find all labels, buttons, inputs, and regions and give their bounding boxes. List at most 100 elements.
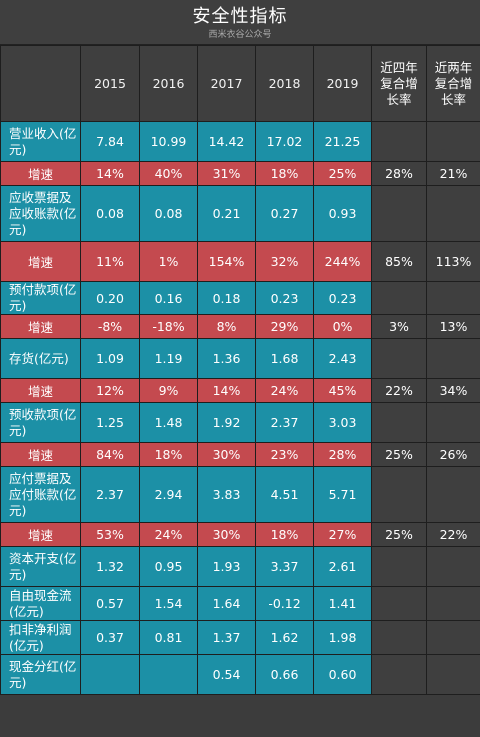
value-cell: -18% <box>139 314 198 339</box>
value-cell: 2.61 <box>313 546 372 587</box>
value-cell: 24% <box>139 522 198 547</box>
value-cell: 28% <box>313 442 372 467</box>
value-cell: 0.95 <box>139 546 198 587</box>
value-cell: 1.32 <box>80 546 140 587</box>
cagr-4y-cell <box>371 121 427 162</box>
cagr-2y-cell <box>426 185 480 242</box>
value-cell: 84% <box>80 442 140 467</box>
title-bar: 安全性指标 西米衣谷公众号 <box>0 0 480 45</box>
row-label: 预付款项(亿元) <box>0 281 81 315</box>
value-cell: 154% <box>197 241 256 282</box>
cagr-2y-cell: 113% <box>426 241 480 282</box>
value-cell: -0.12 <box>255 586 314 621</box>
cagr-2y-cell <box>426 654 480 695</box>
value-cell: 2.43 <box>313 338 372 379</box>
metric-row: 自由现金流(亿元) 0.57 1.54 1.64 -0.12 1.41 <box>0 586 480 621</box>
value-cell: 0.66 <box>255 654 314 695</box>
cagr-2y-cell <box>426 620 480 655</box>
row-label: 存货(亿元) <box>0 338 81 379</box>
value-cell: 0.16 <box>139 281 198 315</box>
row-label: 自由现金流(亿元) <box>0 586 81 621</box>
value-cell: 2.37 <box>255 402 314 443</box>
value-cell: 1.98 <box>313 620 372 655</box>
value-cell: 0.23 <box>255 281 314 315</box>
value-cell: 1.19 <box>139 338 198 379</box>
row-label: 增速 <box>0 378 81 403</box>
cagr-2y-cell <box>426 121 480 162</box>
row-label: 现金分红(亿元) <box>0 654 81 695</box>
value-cell: 7.84 <box>80 121 140 162</box>
value-cell: 17.02 <box>255 121 314 162</box>
value-cell: 31% <box>197 161 256 186</box>
value-cell: 25% <box>313 161 372 186</box>
watermark: 西米衣谷公众号 <box>208 30 272 40</box>
value-cell: 0.57 <box>80 586 140 621</box>
value-cell: 0.81 <box>139 620 198 655</box>
value-cell: 1.09 <box>80 338 140 379</box>
header-year: 2017 <box>197 45 256 122</box>
value-cell: 0.54 <box>197 654 256 695</box>
value-cell: 1.93 <box>197 546 256 587</box>
cagr-2y-cell <box>426 586 480 621</box>
row-label: 增速 <box>0 241 81 282</box>
value-cell: 3.37 <box>255 546 314 587</box>
value-cell: 3.03 <box>313 402 372 443</box>
value-cell: 0.27 <box>255 185 314 242</box>
header-corner <box>0 45 81 122</box>
cagr-4y-cell <box>371 338 427 379</box>
header-year: 2018 <box>255 45 314 122</box>
value-cell: 53% <box>80 522 140 547</box>
value-cell: 11% <box>80 241 140 282</box>
header-year: 2016 <box>139 45 198 122</box>
cagr-2y-cell <box>426 546 480 587</box>
value-cell: 40% <box>139 161 198 186</box>
cagr-2y-cell <box>426 281 480 315</box>
value-cell: 4.51 <box>255 466 314 523</box>
metric-row: 现金分红(亿元) 0.54 0.66 0.60 <box>0 654 480 695</box>
value-cell: 1.54 <box>139 586 198 621</box>
value-cell: 1% <box>139 241 198 282</box>
value-cell: 45% <box>313 378 372 403</box>
cagr-2y-cell: 34% <box>426 378 480 403</box>
row-label: 扣非净利润(亿元) <box>0 620 81 655</box>
value-cell: 30% <box>197 442 256 467</box>
value-cell: 0.20 <box>80 281 140 315</box>
value-cell: 21.25 <box>313 121 372 162</box>
header-cagr-2y: 近两年复合增长率 <box>426 45 480 122</box>
value-cell: 9% <box>139 378 198 403</box>
cagr-4y-cell <box>371 185 427 242</box>
growth-row: 增速 53% 24% 30% 18% 27% 25% 22% <box>0 522 480 547</box>
value-cell: 0.93 <box>313 185 372 242</box>
header-year: 2019 <box>313 45 372 122</box>
metric-row: 存货(亿元) 1.09 1.19 1.36 1.68 2.43 <box>0 338 480 379</box>
value-cell: 1.48 <box>139 402 198 443</box>
header-year: 2015 <box>80 45 140 122</box>
page-title: 安全性指标 <box>192 6 288 27</box>
value-cell: 30% <box>197 522 256 547</box>
row-label: 资本开支(亿元) <box>0 546 81 587</box>
value-cell: 0.37 <box>80 620 140 655</box>
metric-row: 资本开支(亿元) 1.32 0.95 1.93 3.37 2.61 <box>0 546 480 587</box>
cagr-4y-cell <box>371 281 427 315</box>
cagr-2y-cell <box>426 338 480 379</box>
cagr-4y-cell <box>371 620 427 655</box>
value-cell: 12% <box>80 378 140 403</box>
cagr-2y-cell <box>426 402 480 443</box>
value-cell: 1.64 <box>197 586 256 621</box>
value-cell: 2.94 <box>139 466 198 523</box>
value-cell: 1.25 <box>80 402 140 443</box>
value-cell: 14% <box>197 378 256 403</box>
value-cell: 1.92 <box>197 402 256 443</box>
cagr-4y-cell <box>371 466 427 523</box>
cagr-4y-cell <box>371 654 427 695</box>
row-label: 应付票据及应付账款(亿元) <box>0 466 81 523</box>
row-label: 增速 <box>0 442 81 467</box>
value-cell: 244% <box>313 241 372 282</box>
growth-row: 增速 12% 9% 14% 24% 45% 22% 34% <box>0 378 480 403</box>
value-cell: 0.08 <box>139 185 198 242</box>
row-label: 增速 <box>0 161 81 186</box>
value-cell: 1.37 <box>197 620 256 655</box>
cagr-4y-cell: 22% <box>371 378 427 403</box>
value-cell: 27% <box>313 522 372 547</box>
